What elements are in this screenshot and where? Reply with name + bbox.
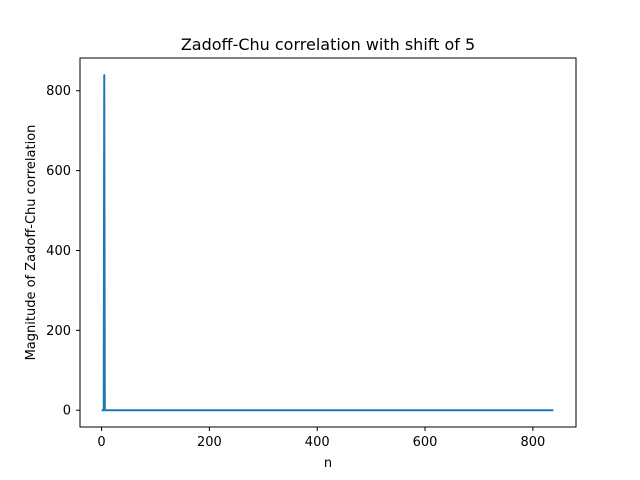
series-line-0 xyxy=(101,74,554,412)
plot-frame xyxy=(79,57,577,428)
y-tick-label: 600 xyxy=(46,164,71,179)
series-layer xyxy=(101,74,554,412)
x-tick-label: 200 xyxy=(197,435,222,450)
x-tick-label: 800 xyxy=(520,435,545,450)
x-tick-label: 400 xyxy=(305,435,330,450)
y-tick-label: 800 xyxy=(46,84,71,99)
x-tick-label: 0 xyxy=(97,435,105,450)
y-tick-label: 400 xyxy=(46,244,71,259)
x-tick-label: 600 xyxy=(413,435,438,450)
x-axis-label: n xyxy=(324,456,332,471)
y-axis-ticks: 0 200 400 600 800 xyxy=(46,84,80,419)
y-axis-label: Magnitude of Zadoff-Chu correlation xyxy=(24,125,39,361)
y-tick-label: 200 xyxy=(46,324,71,339)
chart-title: Zadoff-Chu correlation with shift of 5 xyxy=(181,35,475,54)
x-axis-ticks: 0 200 400 600 800 xyxy=(97,427,545,450)
y-tick-label: 0 xyxy=(63,404,71,419)
